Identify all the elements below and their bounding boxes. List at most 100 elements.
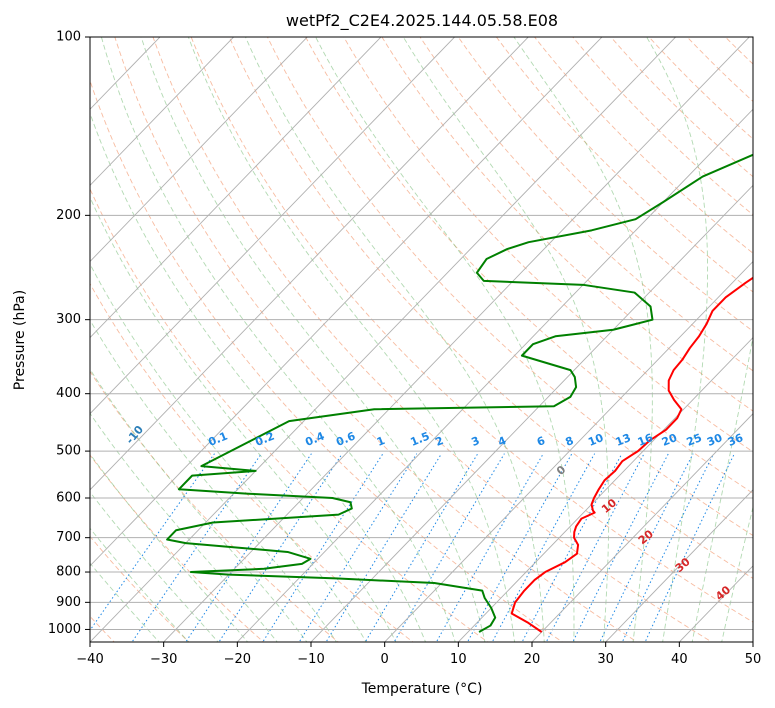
dry-adiabat (419, 37, 753, 372)
dry-adiabat (114, 37, 638, 642)
dry-adiabat (90, 370, 339, 642)
moist-adiabat (140, 37, 486, 642)
isotherm (457, 336, 753, 642)
isotherm (90, 37, 603, 567)
isotherm (90, 37, 235, 187)
mixing-ratio-line (298, 453, 418, 642)
moist-adiabat-label: 0 (554, 463, 568, 478)
y-axis: 100 200 300 400 500 600 700 800 900 1000 (48, 30, 90, 637)
isotherm (752, 641, 753, 642)
moist-adiabat-label: 10 (599, 496, 619, 516)
x-tick-label: 40 (671, 652, 688, 667)
y-tick-label: 600 (56, 491, 81, 506)
dry-adiabat (457, 37, 753, 332)
axes-frame (89, 36, 754, 643)
mixing-ratio-line (491, 453, 596, 642)
mixing-ratio-line (599, 453, 694, 642)
y-tick-label: 100 (56, 30, 81, 45)
mixing-ratio-label: 16 (636, 431, 655, 449)
y-tick-label: 800 (56, 565, 81, 580)
mixing-ratio-line (262, 453, 384, 642)
dewpoint-profile-line (166, 153, 753, 633)
mixing-ratio-line (621, 453, 715, 642)
dry-adiabat (750, 24, 775, 645)
mixing-ratio-label: 25 (685, 431, 704, 449)
mixing-ratio-label: 30 (705, 431, 724, 449)
moist-adiabat (90, 196, 397, 642)
dry-adiabat (343, 37, 753, 453)
moist-adiabats (90, 37, 753, 642)
dry-adiabat (572, 37, 753, 216)
y-axis-label: Pressure (hPa) (12, 290, 28, 390)
x-axis-label: Temperature (°C) (361, 681, 483, 697)
dry-adiabat (90, 187, 489, 642)
x-tick-label: 20 (524, 652, 541, 667)
isotherm (236, 108, 753, 642)
isotherm (90, 37, 677, 642)
plot-area: 0.10.20.40.611.52346810131620253036-100-… (90, 24, 775, 645)
mixing-ratio-label: 6 (535, 434, 547, 449)
y-tick-label: 1000 (48, 622, 81, 637)
isotherm (384, 260, 753, 642)
dry-adiabat (724, 37, 753, 65)
x-axis: −40 −30 −20 −10 0 10 20 30 40 50 (76, 642, 761, 667)
mixing-ratio-label: 13 (614, 431, 633, 449)
dry-adiabat (90, 454, 265, 642)
x-tick-label: 10 (450, 652, 467, 667)
isotherm (310, 184, 753, 642)
y-tick-label: 700 (56, 530, 81, 545)
x-tick-label: 30 (597, 652, 614, 667)
mixing-ratio-label: 10 (586, 431, 605, 449)
mixing-ratio-label: 2 (433, 434, 445, 449)
mixing-ratio-label: 0.1 (207, 430, 230, 449)
mixing-ratio-label: 3 (470, 434, 482, 449)
isotherm (678, 565, 753, 642)
mixing-ratio-line (545, 453, 645, 642)
y-tick-label: 500 (56, 444, 81, 459)
dry-adiabats (90, 24, 775, 645)
isotherm (90, 37, 456, 415)
moist-adiabat (90, 111, 427, 642)
dry-adiabat (648, 37, 753, 140)
temperature-profile-line (510, 276, 753, 633)
dry-adiabat-label: -10 (123, 423, 146, 447)
dry-adiabat (152, 37, 713, 642)
mixing-ratio-label: 8 (564, 434, 576, 449)
isotherm (90, 37, 382, 339)
dry-adiabat (90, 282, 414, 642)
dry-adiabat (610, 37, 753, 178)
moist-adiabat-label: 40 (713, 583, 733, 603)
chart-title: wetPf2_C2E4.2025.144.05.58.E08 (286, 11, 558, 31)
mixing-ratio-line (90, 453, 215, 632)
x-tick-label: 0 (381, 652, 389, 667)
mixing-ratio-line (521, 453, 623, 642)
mixing-ratio-label: 36 (726, 431, 745, 449)
mixing-ratio-line (644, 453, 735, 642)
y-tick-label: 900 (56, 595, 81, 610)
profiles (166, 153, 753, 633)
x-tick-label: −10 (297, 652, 324, 667)
moist-adiabat (90, 453, 249, 642)
x-tick-label: −30 (150, 652, 177, 667)
y-tick-label: 200 (56, 208, 81, 223)
moist-adiabat (90, 412, 278, 642)
isotherm (163, 37, 750, 642)
mixing-ratio-label: 1.5 (409, 430, 432, 449)
mixing-ratio-label: 4 (496, 434, 508, 449)
x-tick-label: −20 (224, 652, 251, 667)
moist-adiabat (721, 505, 753, 642)
moist-adiabat (90, 319, 338, 642)
isotherm (90, 37, 529, 491)
mixing-ratio-line (325, 453, 442, 642)
mixing-ratio-line (435, 453, 544, 642)
mixing-ratio-label: 0.2 (253, 430, 276, 449)
mixing-ratio-line (572, 453, 669, 642)
moist-adiabat (187, 37, 516, 642)
dry-adiabat (266, 37, 753, 537)
dry-adiabat (228, 37, 753, 579)
mixing-ratio-line (466, 453, 573, 642)
y-tick-label: 400 (56, 386, 81, 401)
moist-adiabat-label: 20 (636, 527, 656, 547)
isotherm (90, 37, 308, 263)
isotherm (605, 489, 753, 642)
